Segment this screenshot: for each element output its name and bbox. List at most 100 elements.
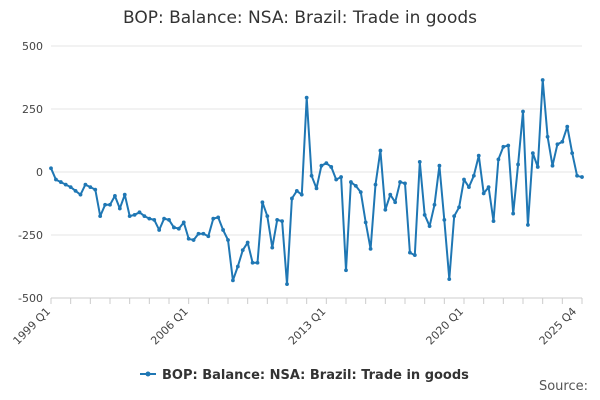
data-point[interactable] — [216, 215, 221, 220]
data-point[interactable] — [108, 202, 112, 207]
data-point[interactable] — [250, 260, 255, 265]
data-point[interactable] — [344, 268, 348, 273]
data-point[interactable] — [142, 214, 147, 219]
data-point[interactable] — [196, 231, 201, 236]
data-point[interactable] — [147, 216, 152, 221]
data-point[interactable] — [373, 182, 378, 187]
data-point[interactable] — [521, 109, 525, 114]
data-point[interactable] — [447, 277, 452, 281]
data-point[interactable] — [427, 224, 432, 229]
data-point[interactable] — [132, 212, 137, 217]
data-point[interactable] — [437, 163, 442, 168]
data-point[interactable] — [221, 228, 225, 232]
data-point[interactable] — [275, 217, 280, 222]
data-point[interactable] — [206, 234, 211, 239]
data-point[interactable] — [211, 216, 216, 221]
data-point[interactable] — [349, 180, 353, 184]
data-point[interactable] — [113, 194, 117, 198]
data-point[interactable] — [294, 189, 299, 193]
data-point[interactable] — [383, 207, 388, 212]
data-point[interactable] — [565, 124, 570, 129]
data-point[interactable] — [319, 163, 324, 168]
data-point[interactable] — [157, 228, 162, 232]
data-point[interactable] — [231, 278, 235, 283]
data-point[interactable] — [127, 214, 132, 219]
data-point[interactable] — [496, 157, 501, 162]
data-point[interactable] — [260, 200, 265, 205]
data-point[interactable] — [545, 134, 550, 139]
data-point[interactable] — [265, 214, 270, 219]
data-point[interactable] — [329, 165, 334, 169]
data-point[interactable] — [290, 196, 294, 201]
data-point[interactable] — [314, 186, 319, 191]
data-point[interactable] — [412, 253, 417, 258]
data-point[interactable] — [540, 78, 545, 82]
data-point[interactable] — [270, 245, 275, 250]
data-point[interactable] — [550, 163, 555, 168]
data-point[interactable] — [93, 187, 98, 192]
data-point[interactable] — [422, 212, 427, 217]
data-point[interactable] — [457, 205, 461, 210]
data-point[interactable] — [511, 211, 516, 216]
data-point[interactable] — [162, 216, 166, 221]
data-point[interactable] — [186, 236, 191, 241]
data-point[interactable] — [103, 202, 107, 207]
data-point[interactable] — [535, 165, 540, 169]
data-point[interactable] — [353, 183, 358, 188]
data-point[interactable] — [304, 95, 309, 100]
data-point[interactable] — [137, 210, 142, 215]
data-point[interactable] — [58, 180, 63, 184]
data-point[interactable] — [368, 246, 373, 251]
data-point[interactable] — [358, 190, 363, 195]
data-point[interactable] — [285, 282, 289, 287]
data-point[interactable] — [235, 264, 240, 269]
data-point[interactable] — [201, 231, 206, 236]
data-point[interactable] — [240, 248, 245, 253]
data-point[interactable] — [324, 161, 329, 166]
data-point[interactable] — [280, 219, 284, 224]
data-point[interactable] — [68, 185, 73, 190]
data-point[interactable] — [555, 142, 560, 147]
data-point[interactable] — [152, 217, 157, 222]
data-point[interactable] — [526, 223, 530, 227]
data-point[interactable] — [393, 200, 398, 205]
data-point[interactable] — [83, 182, 88, 187]
data-point[interactable] — [560, 139, 565, 144]
data-point[interactable] — [191, 238, 196, 242]
data-point[interactable] — [255, 260, 260, 265]
data-point[interactable] — [334, 177, 339, 182]
data-point[interactable] — [398, 180, 402, 184]
data-point[interactable] — [570, 151, 575, 156]
data-point[interactable] — [481, 191, 486, 196]
data-point[interactable] — [506, 143, 511, 148]
data-point[interactable] — [388, 192, 393, 197]
data-point[interactable] — [408, 250, 412, 255]
data-point[interactable] — [575, 173, 579, 178]
data-point[interactable] — [486, 185, 491, 190]
data-point[interactable] — [122, 192, 127, 197]
data-point[interactable] — [363, 220, 368, 225]
data-point[interactable] — [117, 206, 122, 211]
data-point[interactable] — [181, 220, 186, 225]
data-point[interactable] — [226, 238, 230, 242]
data-point[interactable] — [516, 162, 520, 167]
data-point[interactable] — [442, 217, 447, 222]
data-point[interactable] — [452, 214, 457, 219]
data-point[interactable] — [176, 226, 181, 231]
data-point[interactable] — [471, 173, 476, 178]
data-point[interactable] — [172, 225, 176, 230]
data-point[interactable] — [78, 192, 83, 197]
data-point[interactable] — [432, 202, 437, 207]
data-point[interactable] — [54, 177, 58, 182]
data-point[interactable] — [491, 219, 496, 224]
data-point[interactable] — [462, 177, 466, 182]
data-point[interactable] — [49, 166, 53, 171]
data-point[interactable] — [501, 144, 506, 149]
data-point[interactable] — [403, 181, 407, 186]
data-point[interactable] — [88, 185, 93, 190]
data-point[interactable] — [98, 214, 103, 219]
data-point[interactable] — [530, 151, 535, 156]
data-point[interactable] — [73, 189, 78, 193]
data-point[interactable] — [339, 175, 343, 179]
data-point[interactable] — [476, 153, 481, 158]
